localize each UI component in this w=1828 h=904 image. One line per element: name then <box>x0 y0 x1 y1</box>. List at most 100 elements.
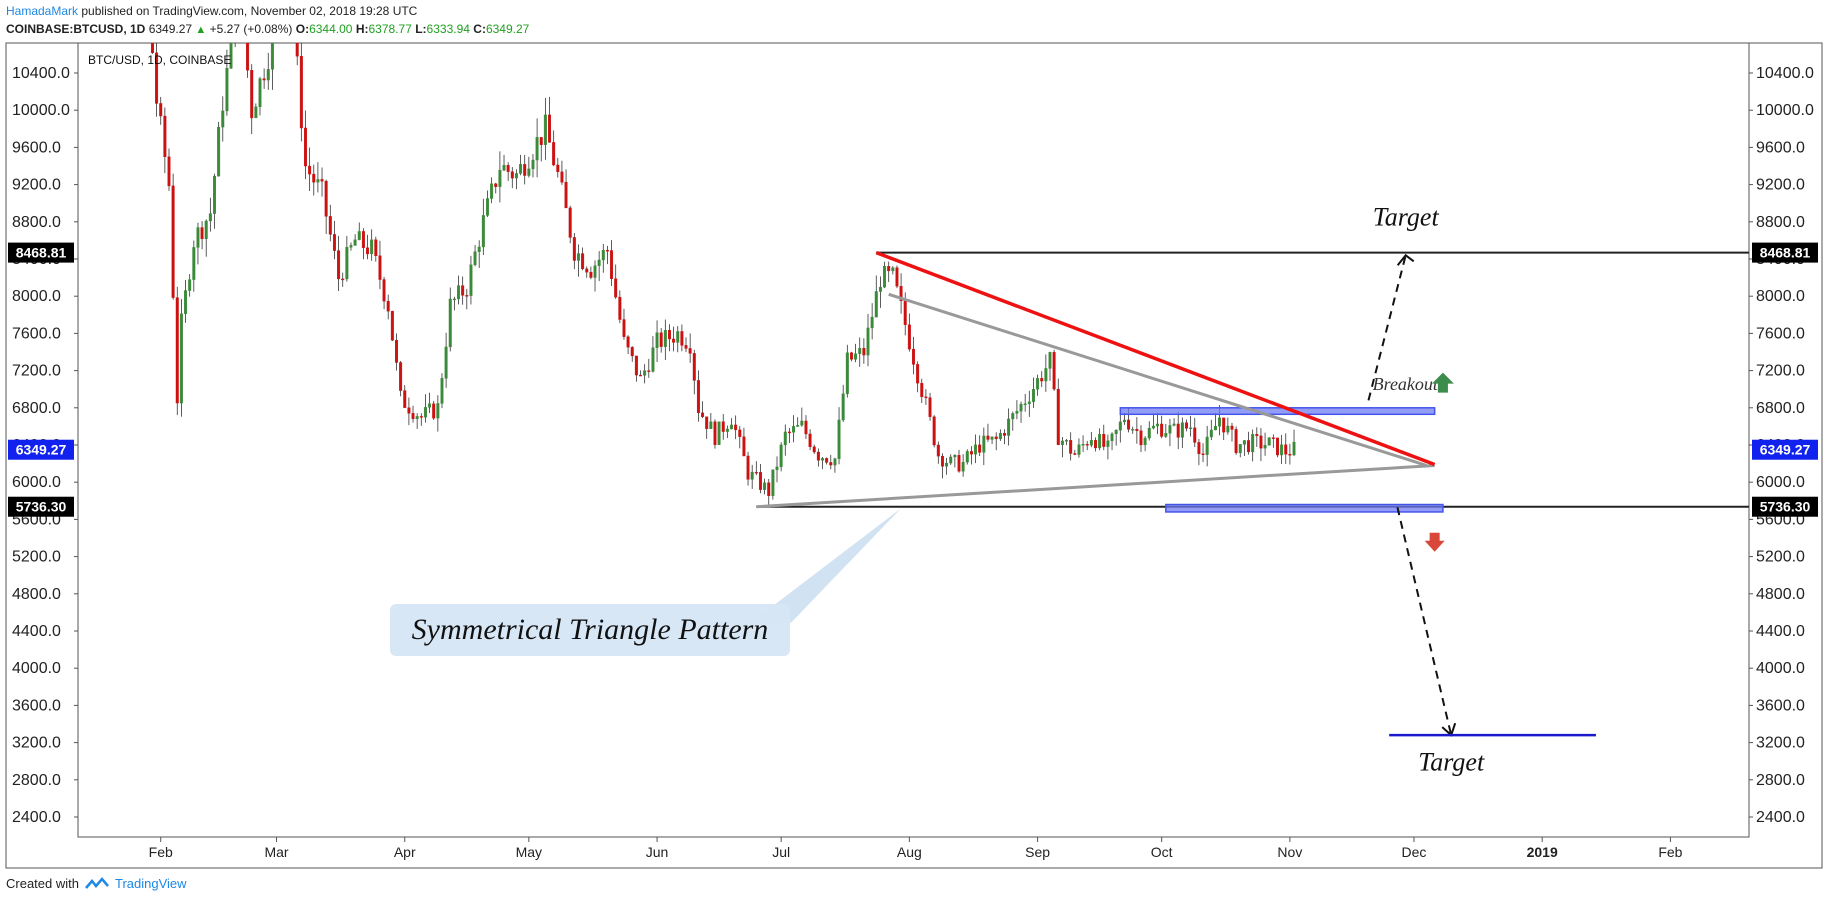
author-link[interactable]: HamadaMark <box>6 4 79 18</box>
y-tick-label-left: 10000.0 <box>12 102 70 119</box>
candle-body <box>279 9 282 14</box>
candle-body <box>630 346 634 357</box>
candle-body <box>97 0 100 12</box>
candle-body <box>833 458 837 466</box>
candle-body <box>535 137 539 161</box>
candle-body <box>1247 440 1251 453</box>
candle-body <box>829 462 833 466</box>
candle-body <box>1007 418 1011 436</box>
price-tag-last-right-bg <box>1752 439 1818 460</box>
candle-body <box>514 173 518 179</box>
breakout-label: Breakout <box>1373 374 1439 394</box>
candle-body <box>775 466 779 470</box>
candle-body <box>457 285 461 300</box>
candle-body <box>399 362 403 391</box>
candle-body <box>130 0 133 16</box>
candle-body <box>763 482 767 490</box>
candle-body <box>1242 440 1246 445</box>
candle-body <box>854 353 858 360</box>
candle-body <box>543 114 547 145</box>
candle-body <box>502 165 506 171</box>
candle-body <box>556 164 560 173</box>
candle-body <box>767 482 771 496</box>
y-tick-label-right: 9600.0 <box>1756 139 1805 156</box>
candle-body <box>436 403 440 419</box>
target-top-label: Target <box>1373 203 1440 232</box>
candle-body <box>494 183 498 187</box>
candle-body <box>750 471 754 480</box>
candle-body <box>357 231 361 240</box>
candle-body <box>510 171 514 179</box>
candle-body <box>709 421 713 429</box>
x-tick-label: 2019 <box>1527 844 1558 860</box>
candle-body <box>1027 401 1031 404</box>
candle-body <box>1201 453 1205 456</box>
candle-body <box>965 451 969 463</box>
upper-breakout-zone <box>1119 407 1436 416</box>
x-tick-label: Sep <box>1025 844 1050 860</box>
x-tick-label: Mar <box>264 844 288 860</box>
candle-body <box>1193 427 1197 443</box>
candle-body <box>701 412 705 417</box>
candle-body <box>349 245 353 248</box>
candle-body <box>647 370 651 372</box>
candle-body <box>126 0 129 16</box>
candle-body <box>1098 433 1102 449</box>
candle-body <box>1168 425 1172 434</box>
price-tag-resistance-left-text: 8468.81 <box>16 245 67 261</box>
candle-body <box>705 416 709 429</box>
y-tick-label-right: 10000.0 <box>1756 102 1814 119</box>
candle-body <box>1197 442 1201 455</box>
x-tick-label: Feb <box>1658 844 1682 860</box>
y-tick-label-right: 2400.0 <box>1756 809 1805 826</box>
candle-body <box>589 271 593 278</box>
candle-body <box>986 435 990 440</box>
candle-body <box>746 455 750 480</box>
y-tick-label-left: 4000.0 <box>12 660 61 677</box>
candle-body <box>452 298 456 301</box>
candle-body <box>1280 444 1284 456</box>
candle-body <box>734 424 738 431</box>
candle-body <box>713 421 717 445</box>
candle-body <box>688 348 692 354</box>
candle-body <box>862 348 866 356</box>
candle-body <box>1234 429 1238 454</box>
candle-body <box>1226 425 1230 433</box>
y-tick-label-left: 3600.0 <box>12 697 61 714</box>
candle-body <box>949 456 953 464</box>
candle-body <box>957 455 961 472</box>
x-tick-label: Apr <box>394 844 416 860</box>
candle-body <box>208 213 212 222</box>
price-tag-resistance-right-text: 8468.81 <box>1760 245 1811 261</box>
candle-body <box>366 247 370 255</box>
price-tag-support-right-text: 5736.30 <box>1760 499 1811 515</box>
candle-body <box>771 469 775 496</box>
price-tag-last-right-text: 6349.27 <box>1760 442 1811 458</box>
candle-body <box>288 0 291 1</box>
candle-body <box>539 137 543 145</box>
price-tag-last-left-text: 6349.27 <box>16 442 67 458</box>
candle-body <box>1003 433 1006 436</box>
candle-body <box>974 444 978 455</box>
candle-body <box>444 346 448 379</box>
candle-body <box>192 247 196 280</box>
candle-body <box>581 253 585 270</box>
annotation-layer: Target Target Breakout Symmetrical Triangle… <box>390 203 1749 777</box>
y-tick-label-left: 9200.0 <box>12 177 61 194</box>
candle-body <box>370 239 374 255</box>
candle-body <box>779 444 783 468</box>
candle-body <box>423 407 427 418</box>
tradingview-brand-link[interactable]: TradingView <box>114 876 187 891</box>
candle-body <box>403 390 407 408</box>
candle-body <box>1069 440 1073 454</box>
candle-body <box>527 168 531 176</box>
candle-body <box>1238 444 1242 454</box>
candle-body <box>374 239 378 256</box>
y-tick-label-right: 8800.0 <box>1756 214 1805 231</box>
candle-body <box>324 180 328 217</box>
y-tick-label-right: 10400.0 <box>1756 65 1814 82</box>
breakout-arrowhead-icon <box>1396 253 1415 266</box>
candle-body <box>204 220 208 240</box>
candle-body <box>531 159 535 170</box>
